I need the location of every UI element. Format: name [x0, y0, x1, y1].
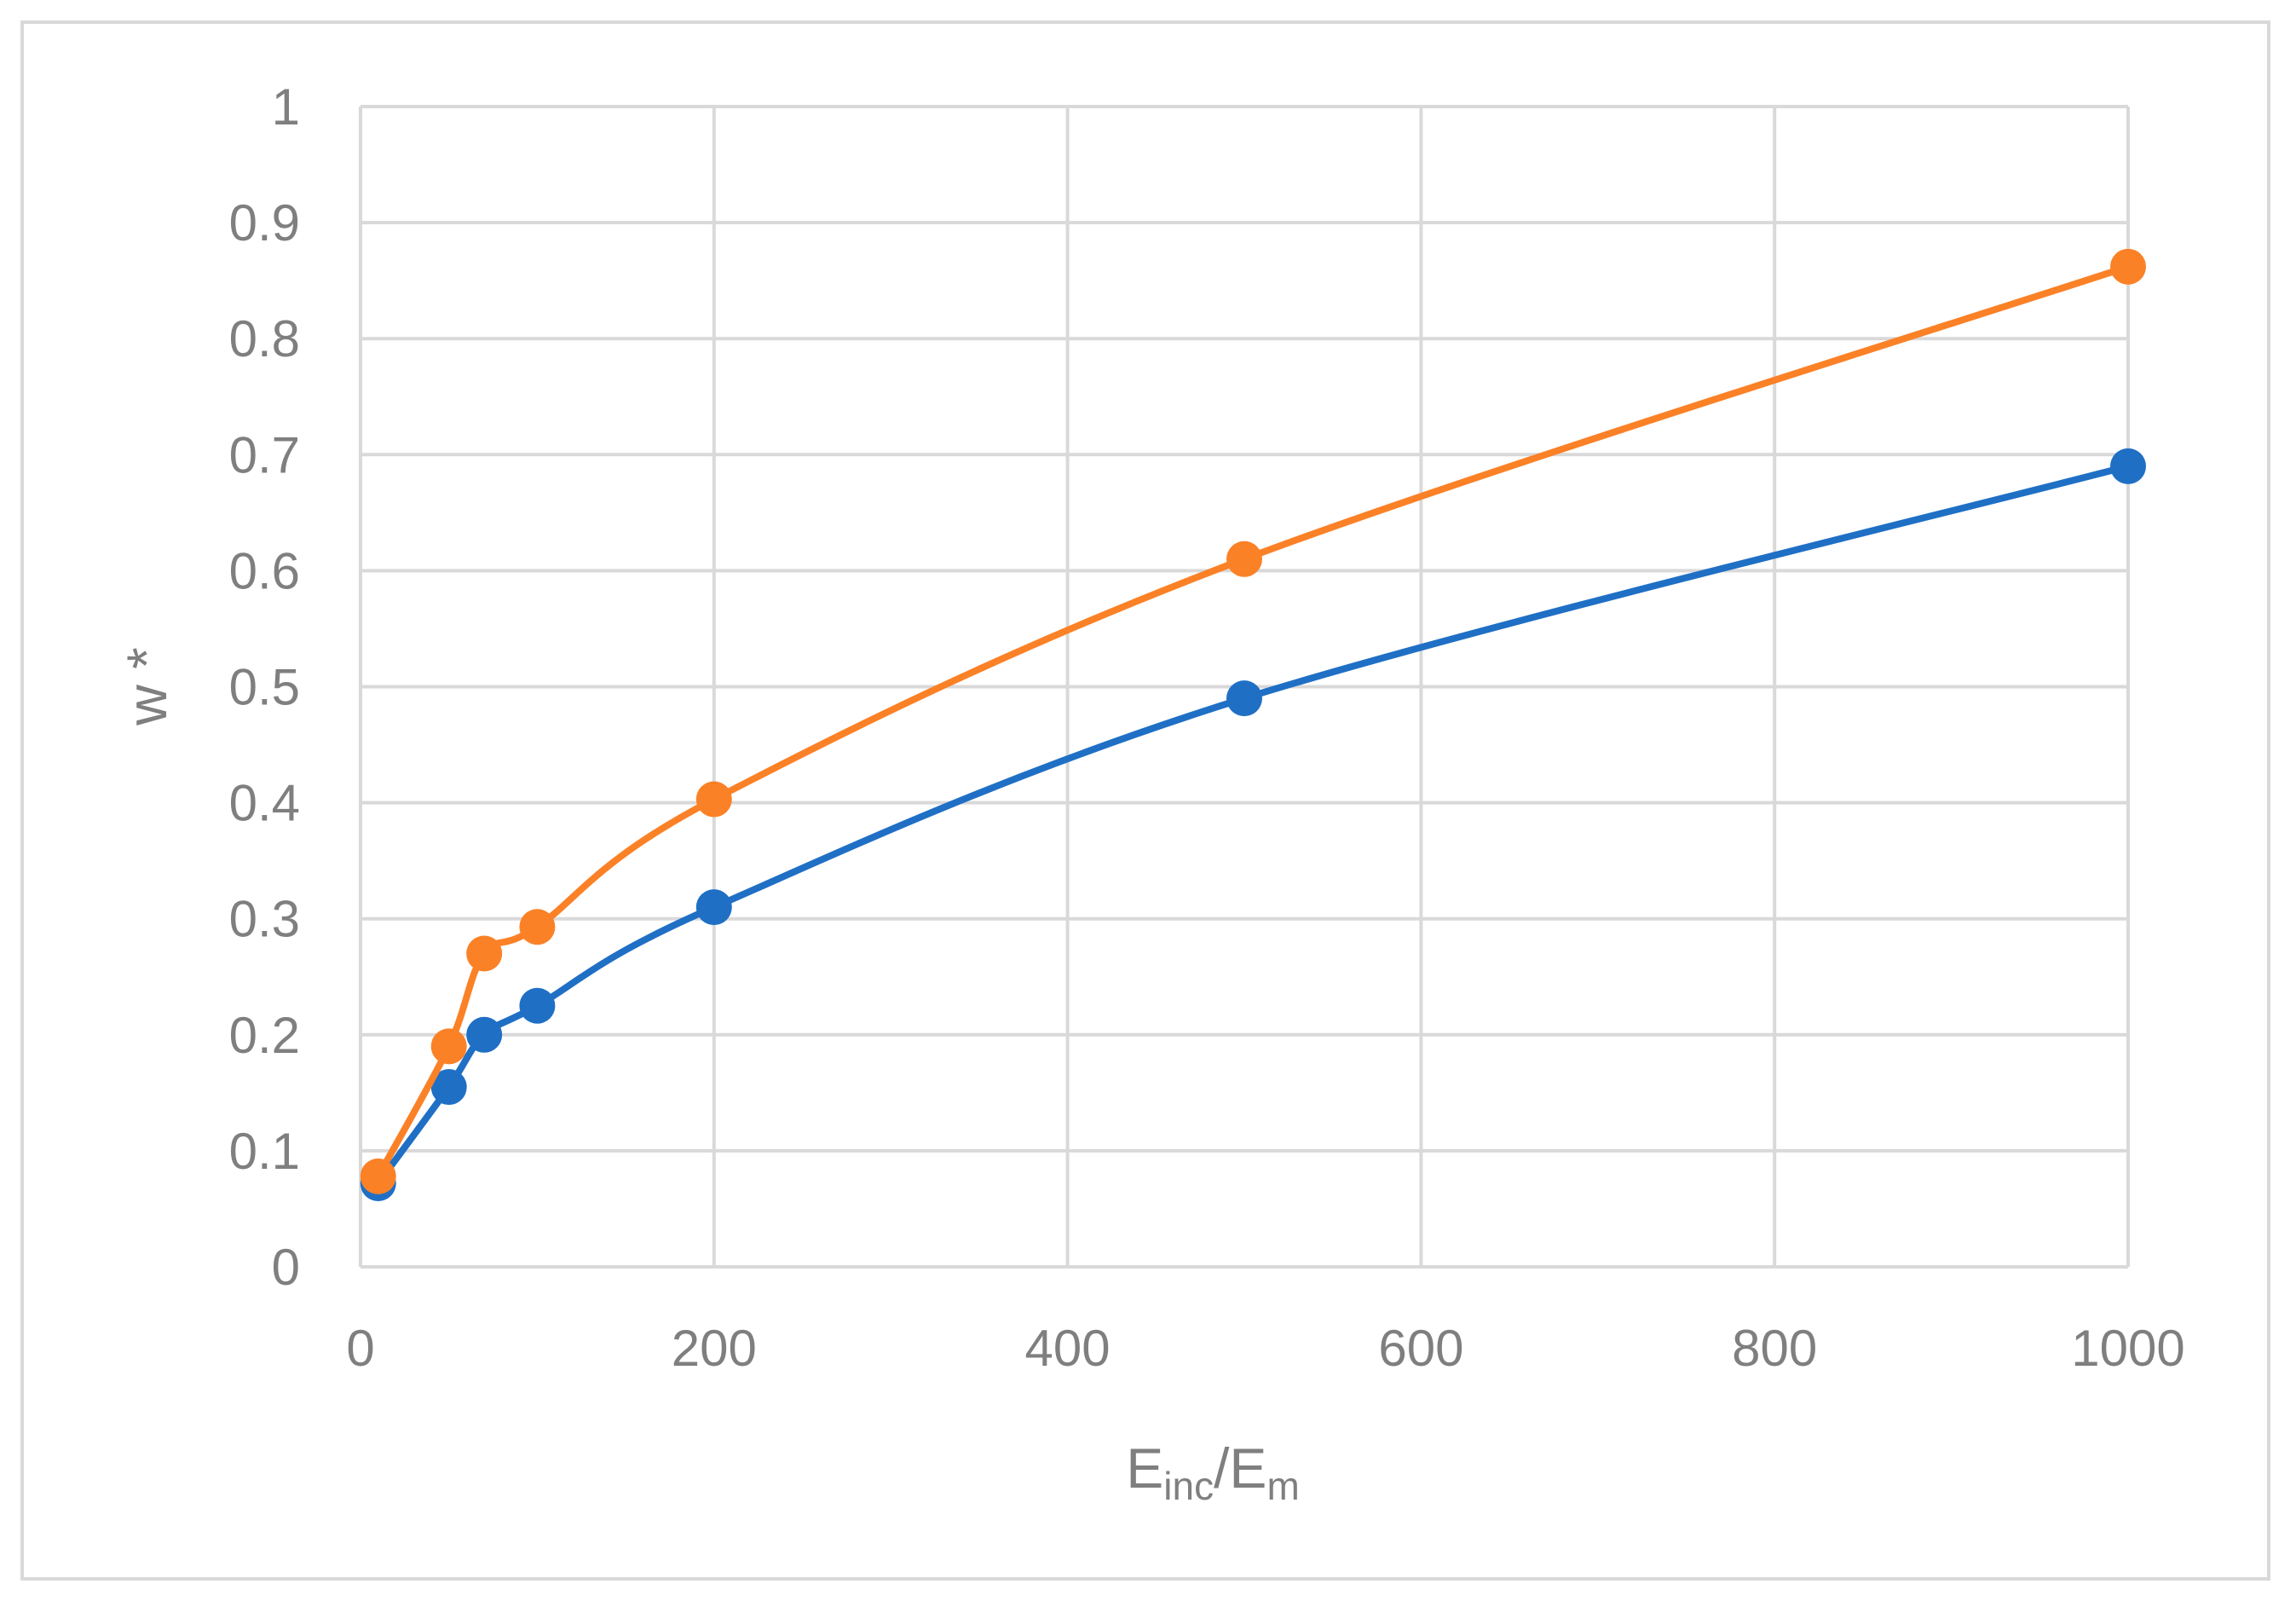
y-axis-title: w * — [115, 647, 178, 726]
x-tick-label: 0 — [346, 1320, 374, 1377]
x-axis-title-main: E — [1126, 1436, 1163, 1500]
y-tick-label: 0.2 — [229, 1007, 300, 1064]
series-2-line — [374, 263, 2132, 1180]
series-2-point — [1226, 540, 1262, 577]
series-2 — [360, 248, 2146, 1194]
series-1-point — [430, 1069, 467, 1106]
y-tick-label: 0.4 — [229, 775, 300, 832]
series-1-line — [374, 462, 2132, 1187]
gridlines — [361, 105, 2130, 1267]
y-tick-label: 0.9 — [229, 194, 300, 251]
series-2-point — [360, 1158, 396, 1194]
y-tick-label: 1 — [272, 78, 300, 136]
x-tick-label: 800 — [1732, 1320, 1817, 1377]
tick-labels: 0 0.1 0.2 0.3 0.4 0.5 0.6 0.7 0.8 0.9 1 0 200 400 600 8… — [229, 78, 2185, 1377]
series-2-point — [695, 781, 732, 818]
y-tick-label: 0.6 — [229, 542, 300, 599]
x-axis-title-sub1: inc — [1163, 1464, 1214, 1508]
series-1-point — [519, 987, 556, 1024]
series-1-point — [466, 1016, 503, 1053]
y-tick-label: 0.5 — [229, 659, 300, 716]
series-2-point — [466, 935, 503, 972]
series-2-point — [430, 1028, 467, 1065]
x-tick-label: 400 — [1025, 1320, 1111, 1377]
y-tick-label: 0.1 — [229, 1123, 300, 1180]
series-2-point — [2110, 248, 2146, 285]
x-tick-label: 1000 — [2071, 1320, 2184, 1377]
y-tick-label: 0.7 — [229, 426, 300, 483]
x-axis-title-slash: /E — [1214, 1436, 1266, 1500]
axes — [359, 107, 2128, 1269]
chart-frame — [20, 20, 2270, 1581]
x-axis-title-sub2: m — [1266, 1464, 1299, 1508]
series-1-point — [2110, 448, 2146, 484]
plot-area — [360, 248, 2146, 1202]
y-tick-label: 0.3 — [229, 891, 300, 948]
x-tick-label: 600 — [1378, 1320, 1463, 1377]
series-1-point — [695, 889, 732, 926]
x-axis-title: Einc/Em — [1126, 1436, 1300, 1508]
y-tick-label: 0.8 — [229, 310, 300, 367]
series-2-point — [519, 909, 556, 945]
series-1-point — [1226, 680, 1262, 717]
y-tick-label: 0 — [272, 1239, 300, 1296]
x-tick-label: 200 — [672, 1320, 757, 1377]
